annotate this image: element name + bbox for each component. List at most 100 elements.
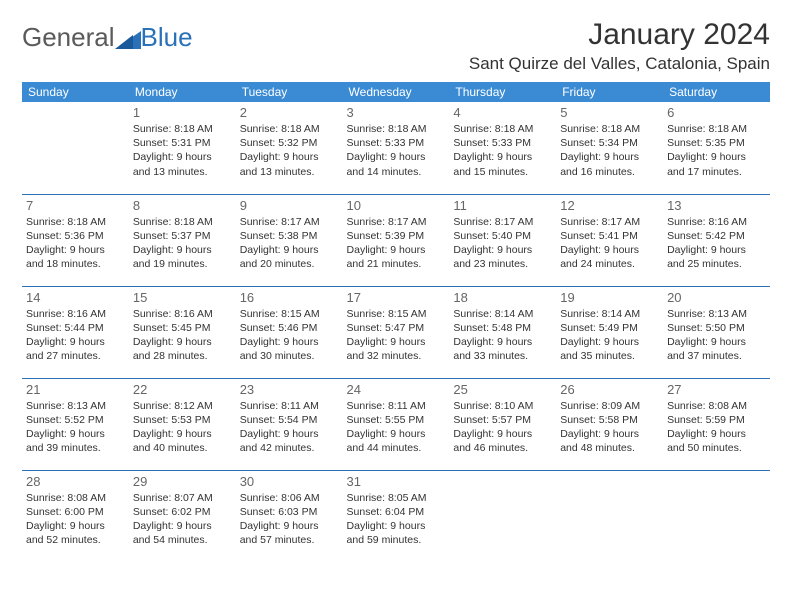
sunrise-line: Sunrise: 8:16 AM [133, 307, 232, 321]
day-number: 18 [453, 290, 552, 305]
daylight-line: Daylight: 9 hours and 42 minutes. [240, 427, 339, 455]
sunset-line: Sunset: 6:00 PM [26, 505, 125, 519]
day-cell: 12Sunrise: 8:17 AMSunset: 5:41 PMDayligh… [556, 194, 663, 286]
day-number: 4 [453, 105, 552, 120]
day-number: 29 [133, 474, 232, 489]
sunset-line: Sunset: 5:32 PM [240, 136, 339, 150]
day-number: 13 [667, 198, 766, 213]
sunrise-line: Sunrise: 8:16 AM [26, 307, 125, 321]
daylight-line: Daylight: 9 hours and 44 minutes. [347, 427, 446, 455]
day-number: 31 [347, 474, 446, 489]
sunset-line: Sunset: 5:33 PM [453, 136, 552, 150]
sunset-line: Sunset: 5:41 PM [560, 229, 659, 243]
day-cell: 15Sunrise: 8:16 AMSunset: 5:45 PMDayligh… [129, 286, 236, 378]
daylight-line: Daylight: 9 hours and 13 minutes. [133, 150, 232, 178]
day-cell: 13Sunrise: 8:16 AMSunset: 5:42 PMDayligh… [663, 194, 770, 286]
sunset-line: Sunset: 5:37 PM [133, 229, 232, 243]
sunset-line: Sunset: 5:45 PM [133, 321, 232, 335]
empty-cell [556, 470, 663, 562]
day-number: 17 [347, 290, 446, 305]
sunset-line: Sunset: 5:39 PM [347, 229, 446, 243]
daylight-line: Daylight: 9 hours and 46 minutes. [453, 427, 552, 455]
day-number: 24 [347, 382, 446, 397]
sunset-line: Sunset: 5:47 PM [347, 321, 446, 335]
daylight-line: Daylight: 9 hours and 24 minutes. [560, 243, 659, 271]
day-cell: 31Sunrise: 8:05 AMSunset: 6:04 PMDayligh… [343, 470, 450, 562]
sunset-line: Sunset: 6:03 PM [240, 505, 339, 519]
sunrise-line: Sunrise: 8:12 AM [133, 399, 232, 413]
sunset-line: Sunset: 5:50 PM [667, 321, 766, 335]
sunset-line: Sunset: 5:59 PM [667, 413, 766, 427]
daylight-line: Daylight: 9 hours and 16 minutes. [560, 150, 659, 178]
daylight-line: Daylight: 9 hours and 52 minutes. [26, 519, 125, 547]
sunset-line: Sunset: 5:34 PM [560, 136, 659, 150]
day-cell: 18Sunrise: 8:14 AMSunset: 5:48 PMDayligh… [449, 286, 556, 378]
day-number: 7 [26, 198, 125, 213]
day-cell: 14Sunrise: 8:16 AMSunset: 5:44 PMDayligh… [22, 286, 129, 378]
sunrise-line: Sunrise: 8:17 AM [347, 215, 446, 229]
sunrise-line: Sunrise: 8:14 AM [453, 307, 552, 321]
daylight-line: Daylight: 9 hours and 39 minutes. [26, 427, 125, 455]
sunset-line: Sunset: 6:02 PM [133, 505, 232, 519]
sunset-line: Sunset: 5:40 PM [453, 229, 552, 243]
sunrise-line: Sunrise: 8:11 AM [240, 399, 339, 413]
day-header: Thursday [449, 82, 556, 102]
sunrise-line: Sunrise: 8:09 AM [560, 399, 659, 413]
day-number: 1 [133, 105, 232, 120]
day-number: 10 [347, 198, 446, 213]
sunrise-line: Sunrise: 8:07 AM [133, 491, 232, 505]
day-cell: 30Sunrise: 8:06 AMSunset: 6:03 PMDayligh… [236, 470, 343, 562]
sunrise-line: Sunrise: 8:18 AM [453, 122, 552, 136]
day-number: 20 [667, 290, 766, 305]
logo-text-blue: Blue [141, 22, 193, 53]
week-row: 7Sunrise: 8:18 AMSunset: 5:36 PMDaylight… [22, 194, 770, 286]
daylight-line: Daylight: 9 hours and 21 minutes. [347, 243, 446, 271]
sunrise-line: Sunrise: 8:18 AM [560, 122, 659, 136]
day-number: 30 [240, 474, 339, 489]
logo-text-general: General [22, 22, 115, 53]
day-number: 22 [133, 382, 232, 397]
sunset-line: Sunset: 5:58 PM [560, 413, 659, 427]
day-cell: 23Sunrise: 8:11 AMSunset: 5:54 PMDayligh… [236, 378, 343, 470]
logo: General Blue [22, 22, 193, 53]
day-number: 11 [453, 198, 552, 213]
day-cell: 10 Sunrise: 8:17 AMSunset: 5:39 PMDayligh… [343, 194, 450, 286]
daylight-line: Daylight: 9 hours and 32 minutes. [347, 335, 446, 363]
sunrise-line: Sunrise: 8:06 AM [240, 491, 339, 505]
day-header: Friday [556, 82, 663, 102]
day-cell: 8Sunrise: 8:18 AMSunset: 5:37 PMDaylight… [129, 194, 236, 286]
day-cell: 11Sunrise: 8:17 AMSunset: 5:40 PMDayligh… [449, 194, 556, 286]
day-cell: 20Sunrise: 8:13 AMSunset: 5:50 PMDayligh… [663, 286, 770, 378]
daylight-line: Daylight: 9 hours and 14 minutes. [347, 150, 446, 178]
day-number: 16 [240, 290, 339, 305]
day-number: 8 [133, 198, 232, 213]
day-number: 27 [667, 382, 766, 397]
sunset-line: Sunset: 5:42 PM [667, 229, 766, 243]
day-cell: 19Sunrise: 8:14 AMSunset: 5:49 PMDayligh… [556, 286, 663, 378]
day-cell: 7Sunrise: 8:18 AMSunset: 5:36 PMDaylight… [22, 194, 129, 286]
daylight-line: Daylight: 9 hours and 50 minutes. [667, 427, 766, 455]
day-cell: 9Sunrise: 8:17 AMSunset: 5:38 PMDaylight… [236, 194, 343, 286]
sunrise-line: Sunrise: 8:18 AM [133, 215, 232, 229]
sunrise-line: Sunrise: 8:05 AM [347, 491, 446, 505]
daylight-line: Daylight: 9 hours and 23 minutes. [453, 243, 552, 271]
header: General Blue January 2024 Sant Quirze de… [22, 18, 770, 74]
daylight-line: Daylight: 9 hours and 18 minutes. [26, 243, 125, 271]
day-number: 15 [133, 290, 232, 305]
day-header: Wednesday [343, 82, 450, 102]
empty-cell [663, 470, 770, 562]
day-number: 12 [560, 198, 659, 213]
daylight-line: Daylight: 9 hours and 33 minutes. [453, 335, 552, 363]
day-number: 5 [560, 105, 659, 120]
day-number: 25 [453, 382, 552, 397]
sunset-line: Sunset: 5:54 PM [240, 413, 339, 427]
sunset-line: Sunset: 5:33 PM [347, 136, 446, 150]
sunrise-line: Sunrise: 8:13 AM [26, 399, 125, 413]
daylight-line: Daylight: 9 hours and 17 minutes. [667, 150, 766, 178]
title-block: January 2024 Sant Quirze del Valles, Cat… [469, 18, 770, 74]
sunrise-line: Sunrise: 8:10 AM [453, 399, 552, 413]
day-header-row: SundayMondayTuesdayWednesdayThursdayFrid… [22, 82, 770, 102]
daylight-line: Daylight: 9 hours and 13 minutes. [240, 150, 339, 178]
daylight-line: Daylight: 9 hours and 54 minutes. [133, 519, 232, 547]
sunrise-line: Sunrise: 8:16 AM [667, 215, 766, 229]
